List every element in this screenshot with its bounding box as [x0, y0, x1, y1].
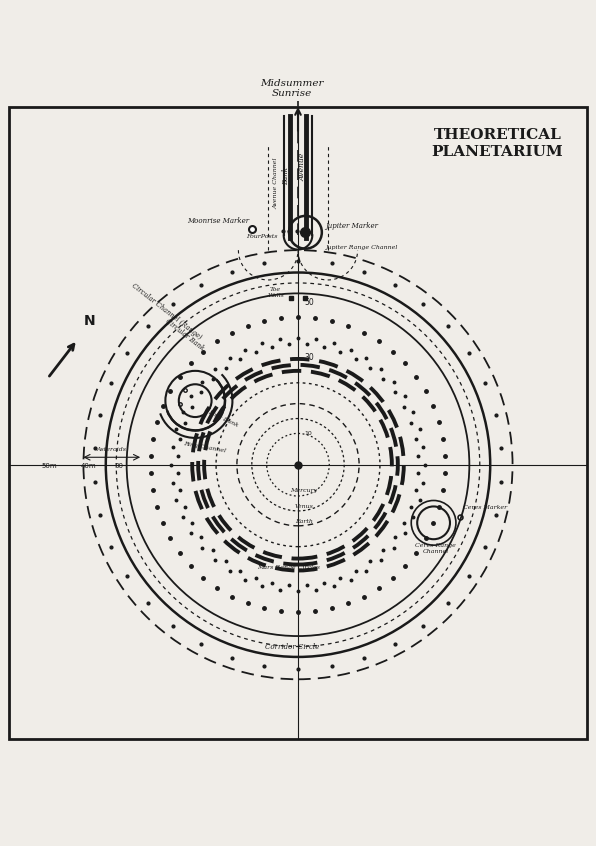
- Text: Earth: Earth: [295, 519, 313, 524]
- Text: Moonrise Marker: Moonrise Marker: [187, 217, 249, 225]
- Text: Ring Bank: Ring Bank: [207, 409, 239, 428]
- Text: Asteroids: Asteroids: [97, 448, 127, 453]
- Text: Toe
Walls: Toe Walls: [267, 288, 284, 298]
- Text: Mars Range Circles: Mars Range Circles: [257, 565, 321, 570]
- Text: Mercury: Mercury: [290, 487, 318, 492]
- Text: Bank: Bank: [282, 167, 290, 184]
- Text: Jupiter Marker: Jupiter Marker: [325, 222, 378, 230]
- Text: Ceres Marker: Ceres Marker: [464, 505, 508, 510]
- Text: 10: 10: [304, 431, 312, 436]
- Text: Ceres Range
Channel: Ceres Range Channel: [415, 543, 457, 553]
- Text: 40m: 40m: [80, 464, 96, 470]
- Text: Jupiter Range Channel: Jupiter Range Channel: [325, 244, 397, 250]
- Text: Avenue: Avenue: [299, 152, 306, 181]
- Text: Corridor Circle: Corridor Circle: [265, 644, 319, 651]
- Text: 50m: 50m: [42, 464, 57, 470]
- Text: Venus: Venus: [294, 504, 313, 509]
- Text: 30: 30: [114, 464, 124, 470]
- Text: THEORETICAL
PLANETARIUM: THEORETICAL PLANETARIUM: [432, 128, 564, 159]
- Text: N: N: [83, 314, 95, 327]
- Text: Ring Channel: Ring Channel: [184, 441, 226, 453]
- Text: Circular Channel (Range): Circular Channel (Range): [131, 282, 203, 341]
- Text: Midsummer
Sunrise: Midsummer Sunrise: [260, 79, 324, 98]
- Text: Avenue Channel: Avenue Channel: [273, 157, 278, 209]
- Text: 50: 50: [304, 298, 313, 307]
- Text: Circular Bank: Circular Bank: [164, 317, 206, 353]
- Text: FourPosts: FourPosts: [246, 233, 277, 239]
- Text: 30: 30: [304, 353, 313, 362]
